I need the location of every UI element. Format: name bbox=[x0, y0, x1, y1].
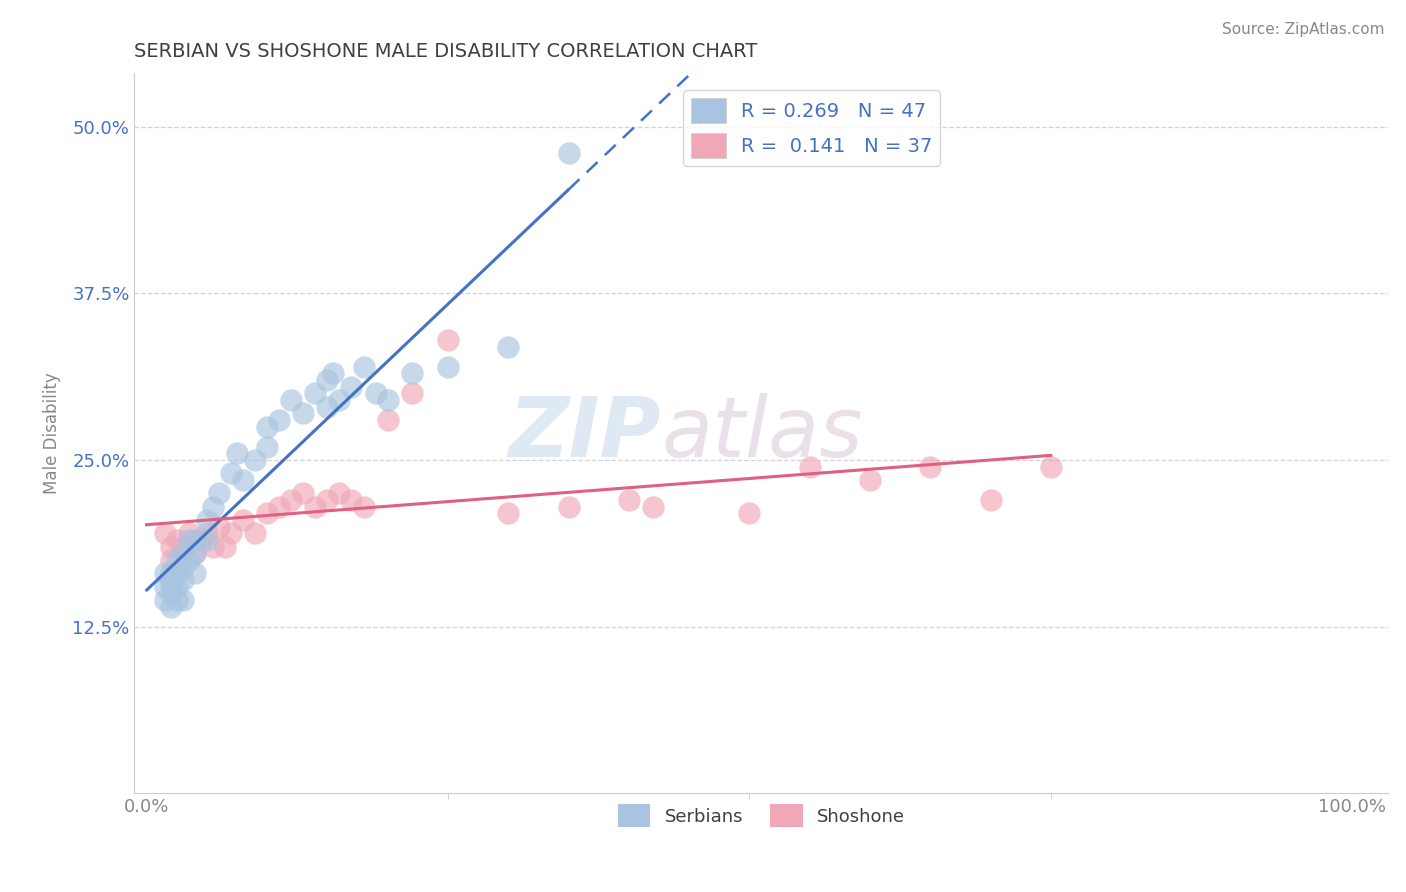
Point bbox=[166, 566, 188, 581]
Point bbox=[280, 493, 302, 508]
Point bbox=[166, 593, 188, 607]
Point bbox=[437, 359, 460, 374]
Text: atlas: atlas bbox=[661, 392, 863, 474]
Point bbox=[256, 419, 278, 434]
Point bbox=[159, 586, 181, 600]
Point bbox=[166, 553, 188, 567]
Point bbox=[738, 507, 761, 521]
Point bbox=[292, 406, 315, 420]
Point bbox=[195, 526, 218, 541]
Point bbox=[353, 500, 375, 514]
Legend: Serbians, Shoshone: Serbians, Shoshone bbox=[610, 797, 912, 835]
Point bbox=[256, 507, 278, 521]
Point bbox=[920, 459, 942, 474]
Point bbox=[269, 413, 291, 427]
Point bbox=[304, 386, 326, 401]
Point bbox=[364, 386, 387, 401]
Point bbox=[153, 580, 176, 594]
Point bbox=[496, 340, 519, 354]
Point bbox=[353, 359, 375, 374]
Point bbox=[328, 392, 350, 407]
Point bbox=[177, 526, 200, 541]
Point bbox=[219, 467, 242, 481]
Point bbox=[184, 533, 207, 547]
Point bbox=[159, 566, 181, 581]
Point bbox=[159, 573, 181, 587]
Point bbox=[377, 413, 399, 427]
Point bbox=[859, 473, 882, 487]
Point bbox=[340, 493, 363, 508]
Point bbox=[184, 566, 207, 581]
Point bbox=[172, 573, 194, 587]
Point bbox=[437, 333, 460, 347]
Point bbox=[159, 553, 181, 567]
Point bbox=[214, 540, 236, 554]
Point bbox=[177, 533, 200, 547]
Point bbox=[219, 526, 242, 541]
Point bbox=[201, 500, 224, 514]
Point bbox=[496, 507, 519, 521]
Point bbox=[243, 526, 266, 541]
Point bbox=[641, 500, 664, 514]
Point bbox=[304, 500, 326, 514]
Point bbox=[401, 367, 423, 381]
Point bbox=[172, 546, 194, 560]
Point bbox=[269, 500, 291, 514]
Point bbox=[799, 459, 821, 474]
Point bbox=[316, 493, 339, 508]
Point bbox=[226, 446, 249, 460]
Point bbox=[243, 453, 266, 467]
Point bbox=[232, 473, 254, 487]
Point bbox=[377, 392, 399, 407]
Point bbox=[159, 580, 181, 594]
Point bbox=[166, 533, 188, 547]
Point bbox=[190, 533, 212, 547]
Point bbox=[159, 599, 181, 614]
Point bbox=[980, 493, 1002, 508]
Point bbox=[322, 367, 344, 381]
Point bbox=[557, 500, 579, 514]
Y-axis label: Male Disability: Male Disability bbox=[44, 373, 60, 494]
Point bbox=[256, 440, 278, 454]
Point bbox=[316, 373, 339, 387]
Point bbox=[280, 392, 302, 407]
Point bbox=[166, 580, 188, 594]
Point bbox=[153, 566, 176, 581]
Point bbox=[195, 513, 218, 527]
Point bbox=[557, 146, 579, 161]
Point bbox=[184, 546, 207, 560]
Point bbox=[177, 553, 200, 567]
Point bbox=[153, 526, 176, 541]
Point bbox=[195, 533, 218, 547]
Point bbox=[1039, 459, 1062, 474]
Point bbox=[292, 486, 315, 500]
Point bbox=[208, 519, 231, 533]
Text: SERBIAN VS SHOSHONE MALE DISABILITY CORRELATION CHART: SERBIAN VS SHOSHONE MALE DISABILITY CORR… bbox=[135, 42, 758, 61]
Point bbox=[184, 546, 207, 560]
Point bbox=[617, 493, 640, 508]
Point bbox=[208, 486, 231, 500]
Point bbox=[316, 400, 339, 414]
Point bbox=[172, 540, 194, 554]
Point bbox=[172, 593, 194, 607]
Text: Source: ZipAtlas.com: Source: ZipAtlas.com bbox=[1222, 22, 1385, 37]
Point bbox=[232, 513, 254, 527]
Point bbox=[159, 540, 181, 554]
Point bbox=[328, 486, 350, 500]
Point bbox=[340, 380, 363, 394]
Point bbox=[153, 593, 176, 607]
Text: ZIP: ZIP bbox=[509, 392, 661, 474]
Point bbox=[401, 386, 423, 401]
Point bbox=[172, 559, 194, 574]
Point bbox=[201, 540, 224, 554]
